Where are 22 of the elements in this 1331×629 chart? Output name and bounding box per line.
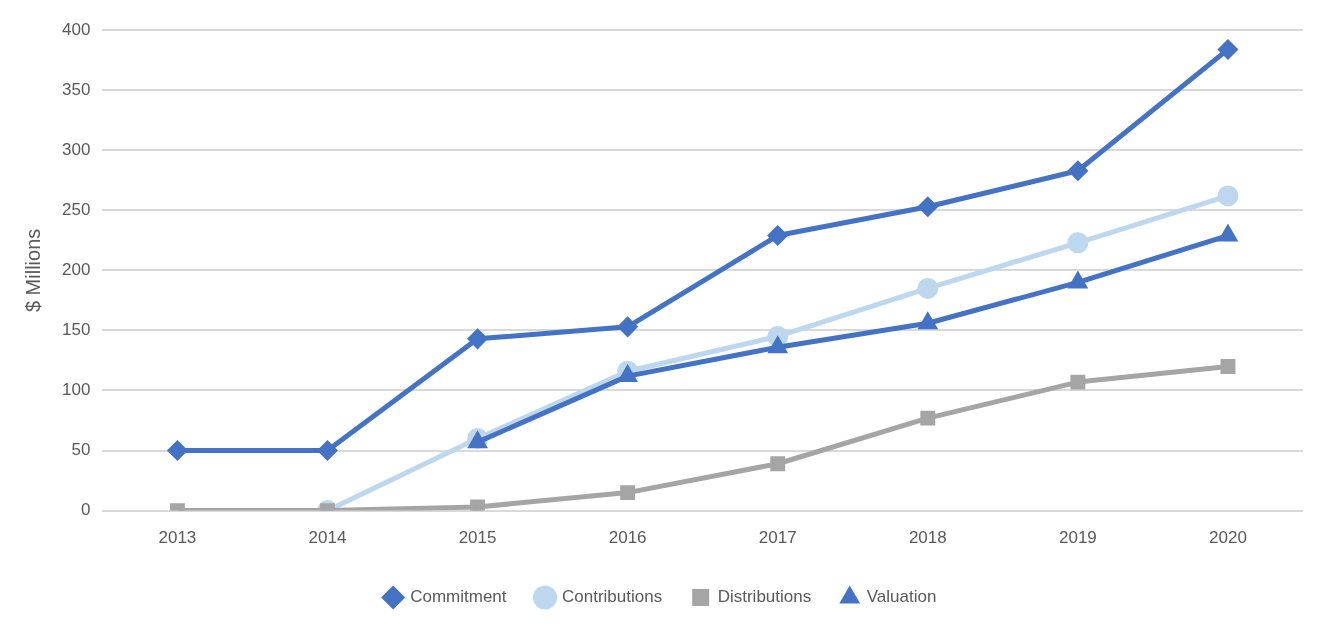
- x-tick-label: 2013: [158, 528, 197, 548]
- x-tick-label: 2015: [458, 528, 497, 548]
- y-tick-label: 300: [61, 139, 91, 159]
- y-tick-label: 100: [61, 380, 91, 400]
- y-tick-label: 400: [61, 19, 91, 39]
- y-tick-label: 150: [61, 320, 91, 340]
- x-tick-label: 2019: [1058, 528, 1097, 548]
- y-tick-label: 250: [61, 200, 91, 220]
- legend-label: Commitment: [410, 587, 507, 607]
- x-tick-label: 2014: [308, 528, 347, 548]
- x-tick-label: 2020: [1209, 528, 1247, 548]
- y-tick-label: 200: [61, 260, 91, 280]
- legend-label: Valuation: [866, 587, 937, 607]
- y-tick-label: 0: [80, 500, 91, 520]
- x-tick-label: 2016: [608, 528, 647, 548]
- legend-label: Distributions: [717, 587, 812, 607]
- legend-label: Contributions: [562, 587, 663, 607]
- y-axis-title: $ Millions: [21, 228, 44, 313]
- x-tick-label: 2017: [758, 528, 797, 548]
- y-tick-label: 350: [61, 79, 91, 99]
- x-tick-label: 2018: [908, 528, 947, 548]
- y-tick-label: 50: [71, 440, 91, 460]
